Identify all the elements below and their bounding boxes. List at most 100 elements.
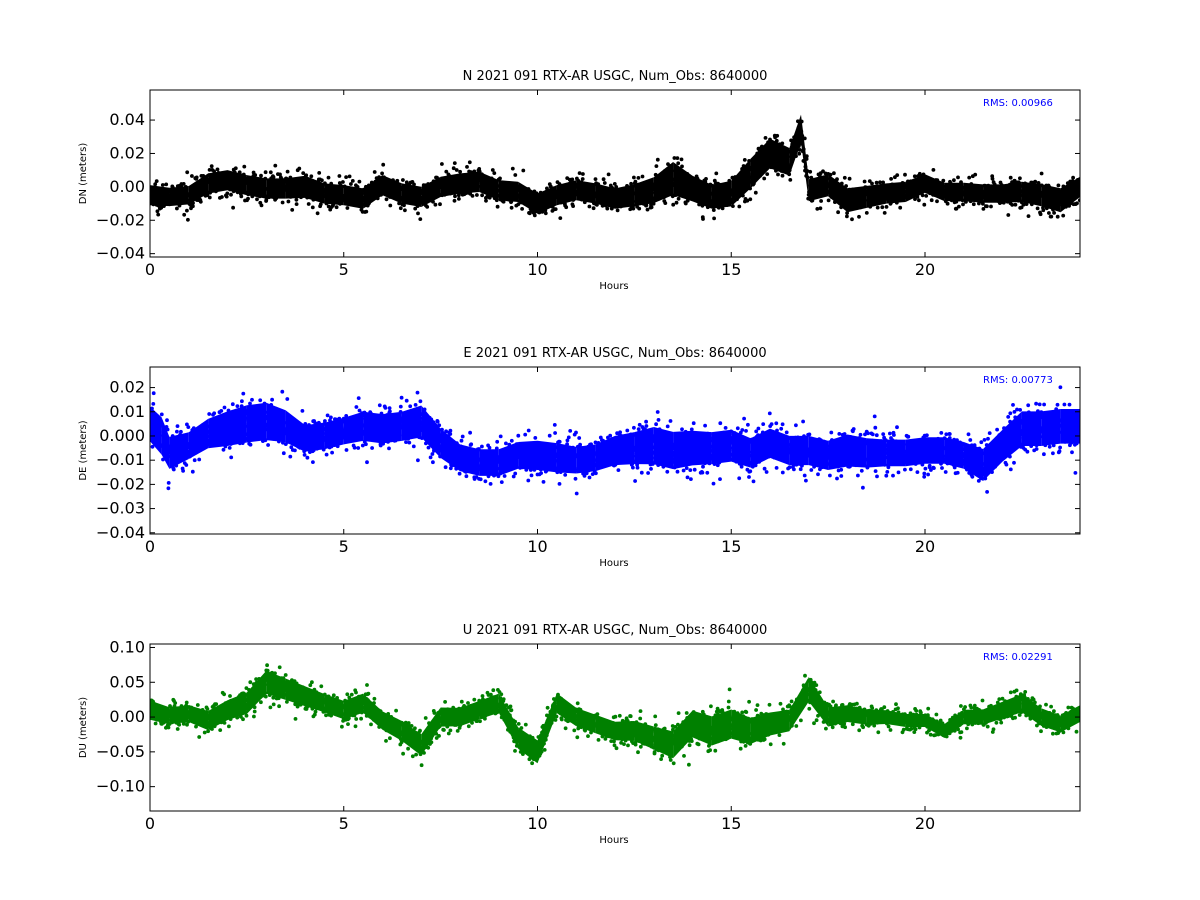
- chart-0-point: [467, 160, 472, 165]
- chart-0-band-segment: [285, 175, 305, 199]
- chart-0-point: [1013, 202, 1018, 207]
- chart-1-point: [387, 446, 391, 451]
- chart-1-point: [1047, 444, 1052, 449]
- chart-1-point: [947, 432, 952, 436]
- chart-0-point: [631, 206, 636, 211]
- chart-1-point: [411, 444, 416, 449]
- chart-0-point: [273, 163, 278, 168]
- chart-0-band-segment: [653, 162, 674, 204]
- chart-1-point: [285, 397, 290, 401]
- chart-0-point: [981, 201, 985, 206]
- chart-1-point: [324, 452, 329, 457]
- chart-1-point: [633, 479, 637, 483]
- chart-1-band-segment: [847, 434, 867, 468]
- chart-1-point: [552, 423, 557, 427]
- chart-0-point: [836, 210, 840, 215]
- chart-1-point: [1037, 402, 1042, 407]
- chart-1-point: [700, 470, 705, 475]
- chart-2-title: U 2021 091 RTX-AR USGC, Num_Obs: 8640000: [463, 623, 768, 638]
- chart-1-point: [915, 470, 920, 474]
- chart-0-point: [832, 171, 836, 176]
- chart-1-point: [1042, 402, 1046, 407]
- chart-1-point: [886, 465, 891, 470]
- chart-1-point: [681, 468, 686, 473]
- chart-0-band-segment: [208, 170, 228, 194]
- chart-0-panel: N 2021 091 RTX-AR USGC, Num_Obs: 8640000…: [78, 69, 1081, 292]
- chart-1-point: [872, 414, 877, 419]
- chart-0-band-segment: [770, 138, 790, 176]
- chart-0-point: [581, 172, 585, 176]
- chart-0-point: [895, 173, 900, 178]
- chart-1-ytick-label: −0.04: [96, 523, 145, 542]
- chart-0-point: [320, 178, 324, 183]
- chart-1-point: [735, 426, 740, 431]
- chart-1-point: [873, 425, 878, 430]
- chart-0-band-segment: [711, 180, 732, 209]
- chart-1-point: [718, 421, 723, 426]
- chart-1-point: [192, 458, 197, 463]
- chart-1-point: [976, 479, 981, 483]
- chart-1-point: [344, 448, 349, 452]
- chart-0-point: [285, 169, 290, 174]
- chart-1-point: [842, 432, 847, 436]
- chart-1-point: [632, 425, 636, 430]
- chart-1-point: [590, 472, 595, 476]
- chart-0-point: [903, 172, 907, 177]
- chart-0-point: [452, 198, 457, 203]
- chart-0-point: [401, 178, 405, 182]
- chart-0-point: [924, 194, 929, 198]
- chart-1-point: [356, 446, 361, 450]
- chart-0-point: [1061, 213, 1066, 218]
- chart-1-point: [807, 432, 812, 437]
- chart-1-band-segment: [963, 442, 984, 481]
- chart-0-point: [663, 201, 668, 206]
- chart-1-point: [982, 438, 987, 442]
- chart-1-band-segment: [479, 449, 499, 476]
- chart-0-point: [826, 198, 831, 203]
- chart-0-point: [889, 177, 893, 181]
- chart-1-band-segment: [653, 427, 674, 470]
- chart-1-point: [944, 432, 949, 437]
- chart-1-point: [767, 411, 772, 416]
- chart-1-band-segment: [161, 417, 170, 469]
- chart-1-band-segment: [828, 434, 848, 470]
- chart-0-point: [704, 177, 708, 181]
- chart-1-point: [248, 401, 252, 406]
- chart-0-point: [683, 201, 688, 206]
- chart-0-point: [614, 185, 619, 189]
- chart-0-point: [1021, 202, 1026, 207]
- chart-1-band-segment: [208, 411, 228, 449]
- chart-0-point: [1026, 214, 1031, 219]
- chart-1-band-segment: [789, 435, 809, 466]
- chart-1-point: [448, 428, 453, 433]
- chart-1-point: [985, 490, 989, 494]
- chart-0-point: [763, 136, 768, 140]
- chart-0-point: [181, 182, 186, 186]
- chart-0-point: [645, 207, 650, 212]
- chart-1-point: [804, 478, 808, 483]
- chart-1-ytick-label: −0.02: [96, 474, 145, 493]
- chart-0-point: [416, 211, 420, 216]
- chart-0-point: [821, 169, 825, 174]
- chart-1-point: [526, 478, 531, 483]
- chart-1-point: [151, 391, 156, 396]
- chart-0-point: [737, 204, 742, 209]
- chart-0-point: [788, 178, 793, 182]
- chart-0-point: [215, 167, 220, 172]
- chart-1-point: [330, 450, 334, 455]
- chart-1-point: [1011, 403, 1015, 407]
- chart-0-point: [156, 212, 161, 217]
- chart-1-point: [356, 396, 361, 400]
- chart-1-point: [769, 422, 774, 426]
- chart-0-point: [345, 206, 350, 210]
- chart-1-point: [529, 473, 534, 478]
- chart-1-point: [774, 466, 779, 470]
- chart-0-point: [182, 212, 187, 217]
- chart-1-point: [533, 436, 538, 440]
- chart-1-point: [995, 427, 999, 432]
- chart-0-point: [881, 180, 885, 185]
- chart-0-point: [492, 171, 497, 176]
- chart-0-point: [878, 180, 882, 185]
- chart-2-panel: U 2021 091 RTX-AR USGC, Num_Obs: 8640000…: [78, 623, 1081, 846]
- chart-1-point: [387, 406, 392, 410]
